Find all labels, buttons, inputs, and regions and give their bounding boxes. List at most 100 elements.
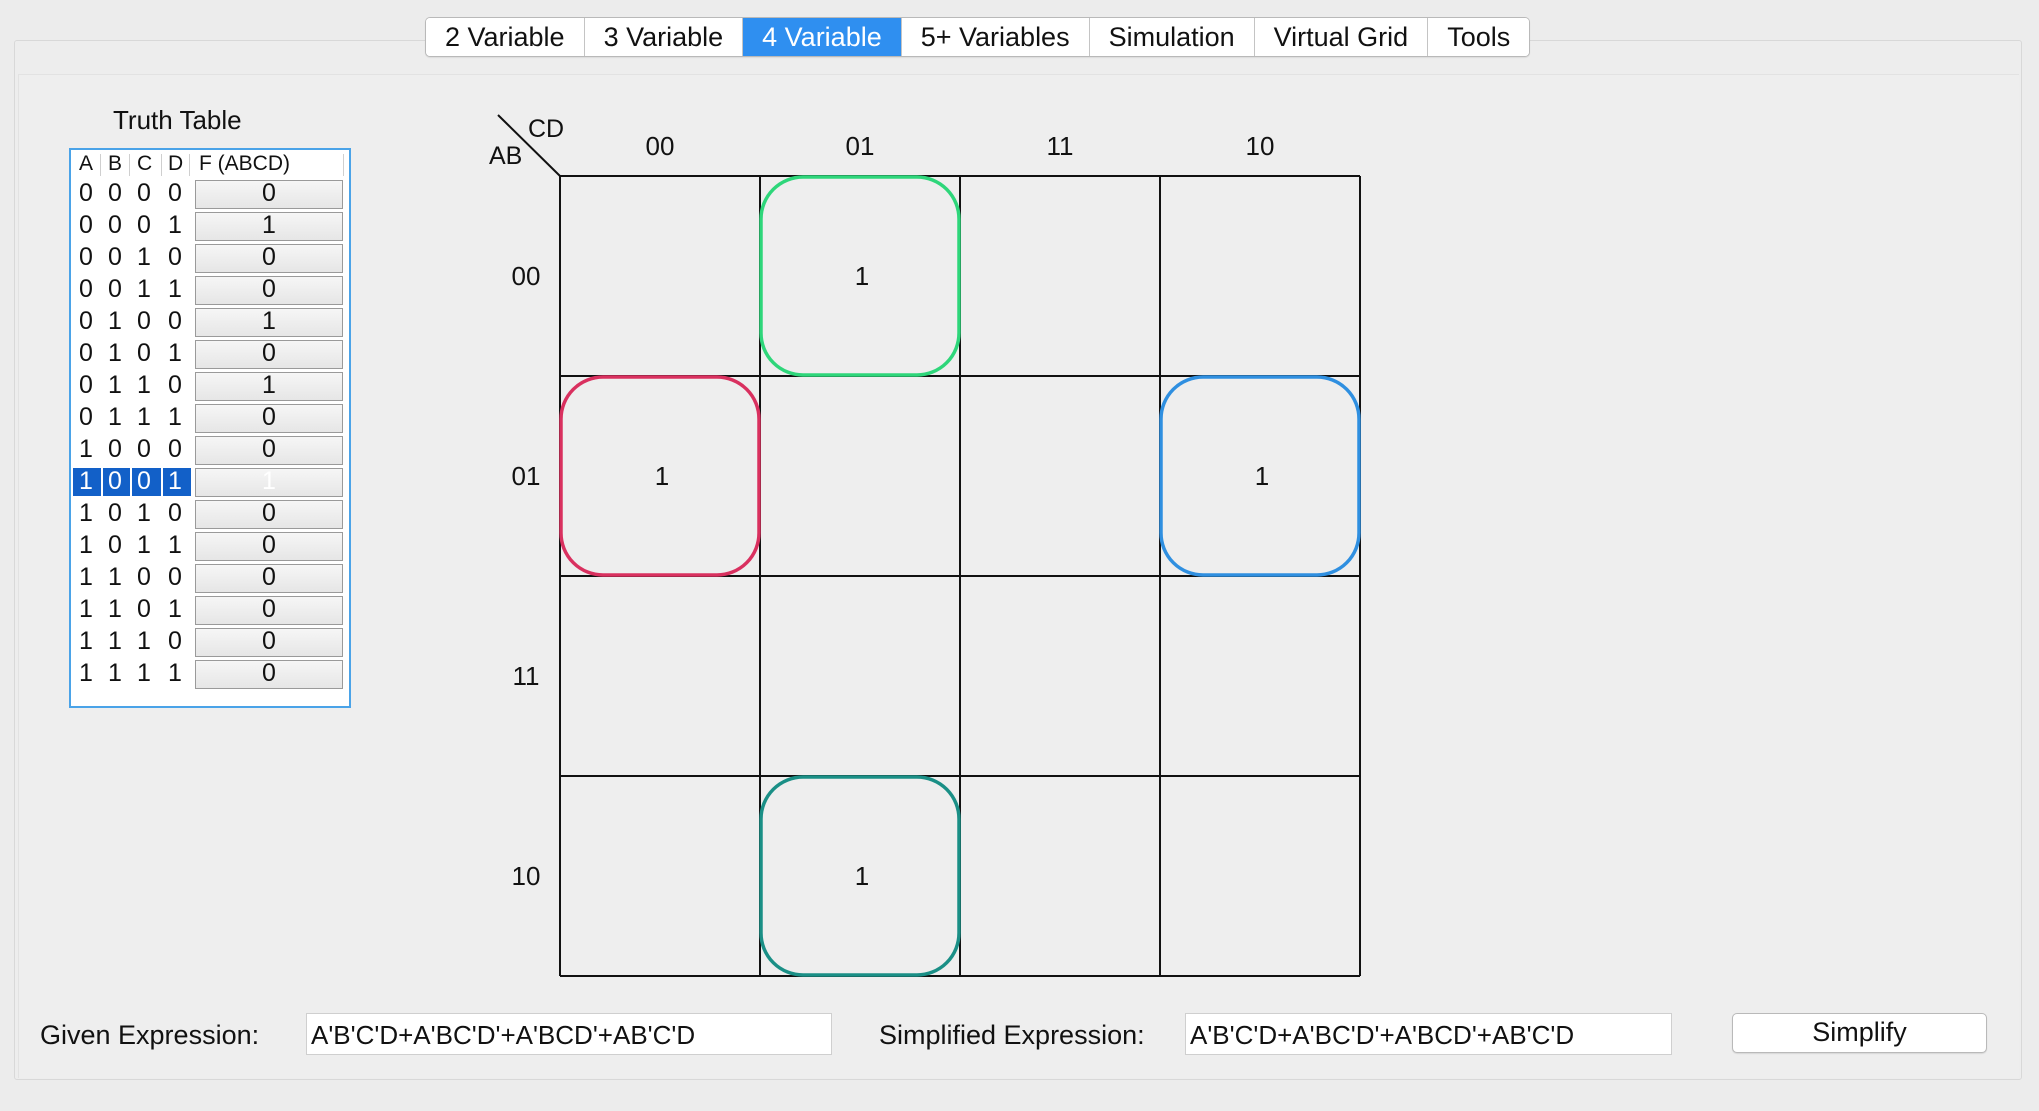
output-toggle-button[interactable]: 0 [195, 564, 343, 593]
input-bit-c: 1 [137, 371, 151, 399]
input-bit-a: 1 [79, 435, 93, 463]
input-bit-b: 1 [108, 371, 122, 399]
cell-separator [101, 468, 103, 496]
input-bit-b: 0 [108, 435, 122, 463]
output-toggle-button[interactable]: 1 [195, 212, 343, 241]
input-bit-d: 1 [168, 339, 182, 367]
kmap-row-label: 00 [512, 261, 541, 291]
tab-4-variable[interactable]: 4 Variable [743, 18, 902, 56]
input-bit-d: 0 [168, 179, 182, 207]
input-bit-a: 0 [79, 275, 93, 303]
input-bit-d: 1 [168, 467, 182, 495]
input-bit-b: 1 [108, 659, 122, 687]
input-bit-c: 1 [137, 499, 151, 527]
simplified-expression-field[interactable]: A'B'C'D+A'BC'D'+A'BCD'+AB'C'D [1185, 1013, 1672, 1055]
input-bit-c: 0 [137, 179, 151, 207]
input-bit-d: 0 [168, 371, 182, 399]
input-bit-a: 1 [79, 595, 93, 623]
input-bit-a: 0 [79, 307, 93, 335]
tab-virtual-grid[interactable]: Virtual Grid [1254, 18, 1429, 56]
tab-tools[interactable]: Tools [1428, 18, 1530, 56]
input-bit-b: 0 [108, 275, 122, 303]
input-bit-b: 1 [108, 403, 122, 431]
input-bit-c: 0 [137, 467, 151, 495]
input-bit-c: 0 [137, 595, 151, 623]
simplify-button[interactable]: Simplify [1732, 1013, 1987, 1053]
given-expression-field[interactable]: A'B'C'D+A'BC'D'+A'BCD'+AB'C'D [306, 1013, 832, 1055]
input-bit-c: 0 [137, 339, 151, 367]
input-bit-c: 1 [137, 531, 151, 559]
output-toggle-button[interactable]: 0 [195, 596, 343, 625]
output-toggle-button[interactable]: 0 [195, 276, 343, 305]
kmap-cell-value: 1 [1255, 461, 1269, 491]
kmap-col-label: 00 [646, 131, 675, 161]
input-bit-b: 0 [108, 243, 122, 271]
input-bit-d: 1 [168, 403, 182, 431]
output-toggle-button[interactable]: 1 [195, 308, 343, 337]
output-toggle-button[interactable]: 0 [195, 244, 343, 273]
kmap-group-loop [759, 175, 961, 377]
output-toggle-button[interactable]: 1 [195, 372, 343, 401]
given-expression-label: Given Expression: [40, 1020, 260, 1050]
input-bit-a: 0 [79, 371, 93, 399]
kmap-cell-value: 1 [855, 261, 869, 291]
input-bit-d: 1 [168, 211, 182, 239]
output-toggle-button[interactable]: 0 [195, 628, 343, 657]
kmap-group-loop [1159, 375, 1361, 577]
input-bit-d: 0 [168, 563, 182, 591]
input-bit-c: 1 [137, 659, 151, 687]
tab-2-variable[interactable]: 2 Variable [426, 18, 585, 56]
truth-table-title: Truth Table [113, 105, 242, 135]
kmap-corner-diagonal [497, 114, 561, 177]
input-bit-c: 0 [137, 211, 151, 239]
input-bit-d: 1 [168, 531, 182, 559]
tab-3-variable[interactable]: 3 Variable [584, 18, 744, 56]
input-bit-a: 0 [79, 211, 93, 239]
output-toggle-button[interactable]: 0 [195, 500, 343, 529]
output-toggle-button[interactable]: 0 [195, 532, 343, 561]
input-bit-d: 1 [168, 595, 182, 623]
input-bit-b: 1 [108, 595, 122, 623]
kmap-row-label: 10 [512, 861, 541, 891]
input-bit-a: 1 [79, 531, 93, 559]
tab-5-variables[interactable]: 5+ Variables [901, 18, 1090, 56]
output-toggle-button[interactable]: 0 [195, 660, 343, 689]
input-bit-d: 0 [168, 627, 182, 655]
tab-simulation[interactable]: Simulation [1089, 18, 1255, 56]
kmap-col-label: 10 [1246, 131, 1275, 161]
output-toggle-button[interactable]: 0 [195, 404, 343, 433]
kmap-cell-value: 1 [655, 461, 669, 491]
input-bit-a: 1 [79, 627, 93, 655]
input-bit-b: 0 [108, 211, 122, 239]
input-bit-b: 0 [108, 179, 122, 207]
header-c: C [137, 152, 153, 175]
truth-table-header: A B C D F (ABCD) [71, 150, 349, 180]
input-bit-c: 1 [137, 403, 151, 431]
input-bit-a: 1 [79, 467, 93, 495]
output-toggle-button[interactable]: 1 [195, 468, 343, 497]
output-toggle-button[interactable]: 0 [195, 436, 343, 465]
input-bit-d: 0 [168, 435, 182, 463]
output-toggle-button[interactable]: 0 [195, 340, 343, 369]
kmap-col-label: 11 [1047, 131, 1074, 161]
input-bit-c: 1 [137, 627, 151, 655]
output-toggle-button[interactable]: 0 [195, 180, 343, 209]
input-bit-c: 1 [137, 275, 151, 303]
